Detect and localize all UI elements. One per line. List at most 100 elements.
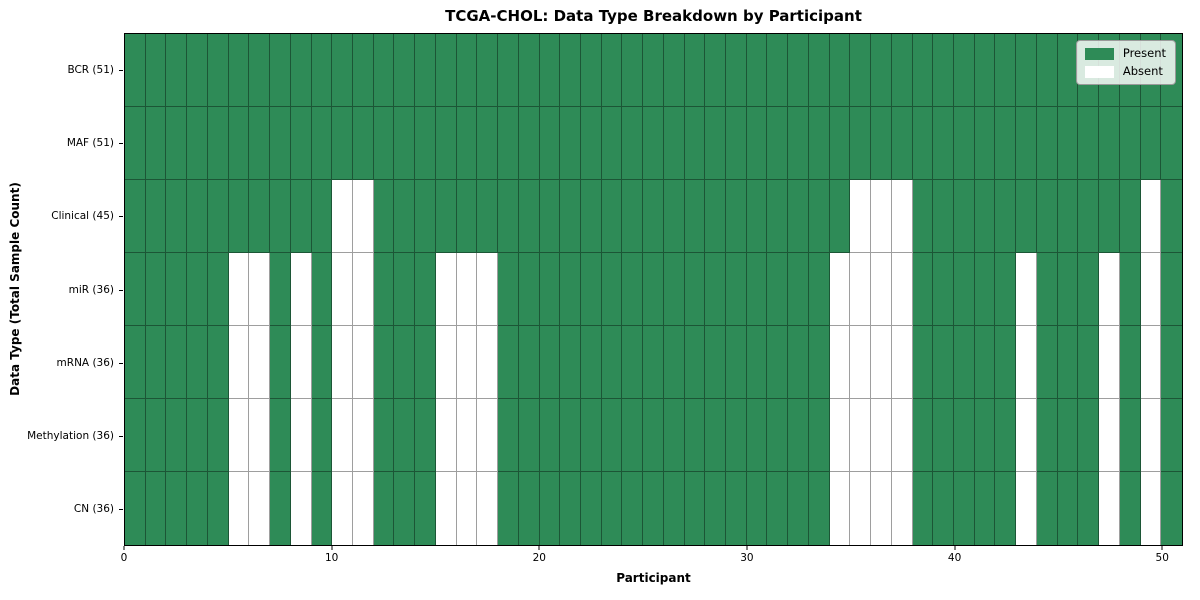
cell [808,326,830,399]
cell [871,107,892,180]
cell [663,253,685,326]
cell [580,180,602,253]
cell [332,253,353,326]
cell [125,326,146,399]
cell [477,326,499,399]
cell [270,253,291,326]
cell [974,253,996,326]
cell [891,253,913,326]
y-tick-mark [119,362,123,364]
cell [705,399,727,472]
cell [477,34,499,107]
cell [435,399,457,472]
cell [974,34,996,107]
y-tick-mark [119,436,123,438]
cell [415,326,436,399]
cell [622,180,644,253]
cell [705,326,727,399]
cell [663,107,685,180]
cell [187,34,208,107]
chart-title: TCGA-CHOL: Data Type Breakdown by Partic… [445,7,862,25]
cell [788,399,809,472]
cell [1099,399,1120,472]
cell [539,399,561,472]
cell [477,253,499,326]
cell [788,253,809,326]
cell [622,472,644,545]
cell [705,34,727,107]
cell [249,253,271,326]
cell [477,180,499,253]
cell [871,326,892,399]
cell [1140,472,1162,545]
cell [684,472,706,545]
y-tick-mark [119,509,123,511]
cell [249,180,271,253]
cell [1099,107,1120,180]
cell [1057,253,1079,326]
cell [788,326,809,399]
cell [518,34,540,107]
cell [871,253,892,326]
cell [995,180,1017,253]
cell [643,326,664,399]
cell [373,326,395,399]
cell [290,107,312,180]
legend-item-absent: Absent [1084,65,1166,78]
cell [705,107,727,180]
cell [995,399,1017,472]
cell [1099,180,1120,253]
cell [643,180,664,253]
cell [1161,107,1182,180]
cell [166,399,188,472]
x-tick-mark [746,546,748,550]
cell [415,107,436,180]
y-tick-labels: BCR (51) MAF (51) Clinical (45) miR (36) mRN… [0,33,114,546]
cell [829,253,851,326]
cell [767,472,789,545]
cell [498,34,519,107]
cell [498,472,519,545]
cell [663,34,685,107]
cell [518,180,540,253]
cell [332,399,353,472]
x-tick-label: 30 [740,552,754,564]
cell [518,253,540,326]
cell [808,180,830,253]
cell [373,253,395,326]
cell [601,253,623,326]
cell [125,34,146,107]
cell [207,34,229,107]
cell [1078,472,1100,545]
cell [746,253,768,326]
cell [808,472,830,545]
cell [580,253,602,326]
cell [912,107,934,180]
cell [456,180,478,253]
cell [373,34,395,107]
cell [580,399,602,472]
cell [249,399,271,472]
cell [166,253,188,326]
cell [1119,107,1141,180]
cell [622,107,644,180]
y-tick-mark [119,216,123,218]
cell [684,399,706,472]
cell [1161,399,1182,472]
cell [1036,107,1058,180]
cell [1057,107,1079,180]
cell [332,326,353,399]
cell [394,253,416,326]
cell [1078,399,1100,472]
y-tick-label: miR (36) [68,283,114,296]
cell [1016,180,1037,253]
cell [1036,399,1058,472]
cell [560,326,581,399]
cell [1036,472,1058,545]
cell [1016,34,1037,107]
cell [145,326,167,399]
cell [891,472,913,545]
cell [332,180,353,253]
cell [166,107,188,180]
